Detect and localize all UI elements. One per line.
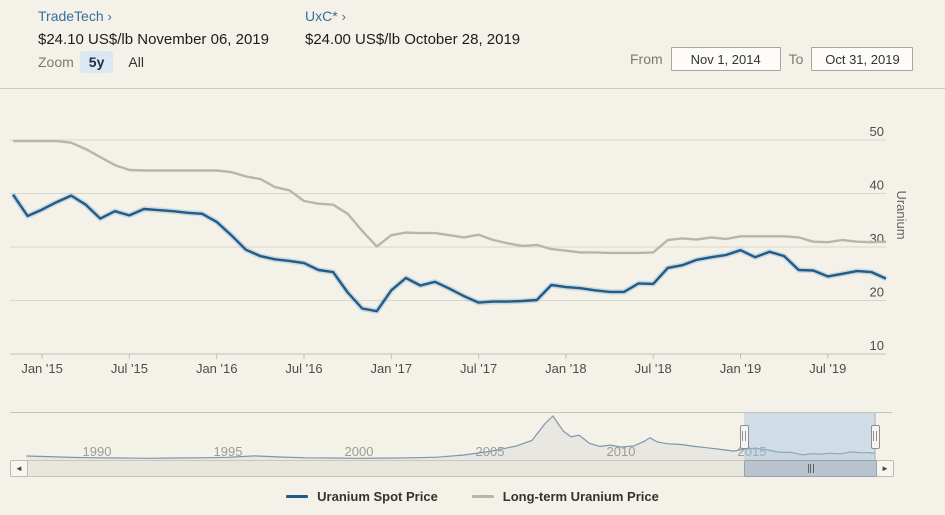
navigator-selected-range[interactable] [744,413,875,460]
y-axis-tick-label: 50 [870,124,884,139]
thumb-grip-icon [807,464,814,473]
y-axis-tick-label: 40 [870,178,884,193]
tradetech-source-block: TradeTech › $24.10 US$/lb November 06, 2… [38,8,269,48]
tradetech-link-label: TradeTech [38,8,104,24]
scrollbar-right-arrow[interactable]: ► [876,460,894,477]
scrollbar-thumb[interactable] [744,460,877,477]
legend-item-spot-price[interactable]: Uranium Spot Price [286,489,438,504]
legend-label-spot-price: Uranium Spot Price [317,489,438,504]
navigator-year-label: 2005 [476,444,505,459]
date-range-controls: From To [630,47,914,71]
spot-price-line-swatch [286,495,309,498]
chart-legend: Uranium Spot Price Long-term Uranium Pri… [0,489,945,504]
zoom-controls: Zoom 5y All [38,51,153,73]
legend-item-longterm-price[interactable]: Long-term Uranium Price [471,489,659,504]
x-axis-tick-label: Jan '16 [196,361,238,376]
uxc-link-label: UxC* [305,8,338,24]
uxc-link[interactable]: UxC* › [305,8,346,24]
navigator-year-label: 1995 [214,444,243,459]
navigator-left-handle[interactable] [740,425,749,449]
x-axis-tick-label: Jul '18 [635,361,672,376]
x-axis-tick-label: Jan '19 [720,361,762,376]
x-axis-tick-label: Jan '17 [371,361,413,376]
x-axis-tick-label: Jan '18 [545,361,587,376]
longterm-price-line [13,139,887,255]
to-label: To [788,51,804,67]
zoom-all-button[interactable]: All [119,51,153,73]
chart-top-divider [0,88,945,89]
navigator-chart[interactable]: 1990 1995 2000 2005 2010 2015 [0,405,945,462]
y-axis-tick-label: 20 [870,285,884,300]
to-date-input[interactable] [811,47,914,71]
spot-price-line-halo [10,192,888,314]
navigator-year-label: 2010 [607,444,636,459]
chevron-right-icon: › [107,9,112,24]
from-label: From [630,51,663,67]
x-axis-tick-label: Jul '17 [460,361,497,376]
uxc-price-line: $24.00 US$/lb October 28, 2019 [305,31,521,48]
left-arrow-icon: ◄ [15,464,23,473]
y-axis-tick-label: 10 [870,338,884,353]
navigator-series-line [26,415,876,459]
x-axis-tick-label: Jul '16 [285,361,322,376]
navigator-year-label: 2000 [345,444,374,459]
y-axis-tick-label: 30 [870,231,884,246]
from-date-input[interactable] [670,47,781,71]
main-price-chart[interactable]: 50 40 30 20 10 Jan '15 Jul '15 Jan '16 Jul '16 Ja… [0,88,945,384]
scrollbar-left-arrow[interactable]: ◄ [10,460,28,477]
navigator-right-handle[interactable] [871,425,880,449]
tradetech-link[interactable]: TradeTech › [38,8,112,24]
x-axis-tick-label: Jul '15 [111,361,148,376]
legend-label-longterm-price: Long-term Uranium Price [502,489,659,504]
navigator-area-fill [26,416,876,461]
longterm-price-line-swatch [471,495,494,498]
right-arrow-icon: ► [881,464,889,473]
spot-price-line [12,193,887,313]
y-axis-title: Uranium [894,190,909,239]
chevron-right-icon: › [341,9,346,24]
uxc-source-block: UxC* › $24.00 US$/lb October 28, 2019 [305,8,520,48]
x-axis-tick-label: Jul '19 [809,361,846,376]
tradetech-price-line: $24.10 US$/lb November 06, 2019 [38,31,269,48]
x-axis-tick-label: Jan '15 [21,361,63,376]
navigator-year-label: 1990 [83,444,112,459]
zoom-5y-button[interactable]: 5y [79,51,114,73]
zoom-label: Zoom [38,54,74,70]
